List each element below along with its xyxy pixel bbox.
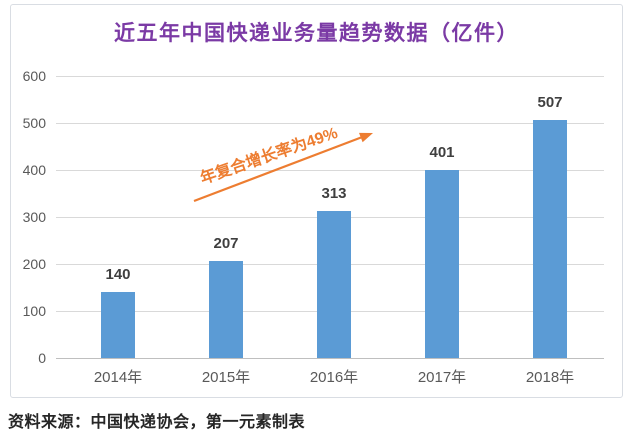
bar-2014年 (101, 292, 135, 358)
bar-2017年 (425, 169, 459, 358)
x-axis-label: 2015年 (201, 369, 251, 386)
x-axis-label: 2016年 (309, 369, 359, 386)
source-note: 资料来源：中国快递协会，第一元素制表 (8, 414, 306, 431)
x-axis-line (56, 358, 604, 359)
bar-value-label: 401 (429, 143, 455, 161)
y-axis-label: 500 (22, 115, 46, 131)
y-axis-label: 0 (38, 350, 46, 366)
chart-frame: 近五年中国快递业务量趋势数据（亿件） 0 100 200 300 400 500 600 14… (10, 4, 623, 398)
bar-value-label: 313 (321, 184, 347, 202)
bar-2018年 (533, 119, 567, 358)
y-axis-label: 600 (22, 68, 46, 84)
bar-value-label: 140 (105, 266, 131, 284)
x-axis-label: 2018年 (525, 369, 575, 386)
gridline (56, 123, 604, 124)
y-axis-label: 200 (22, 256, 46, 272)
bar-2015年 (209, 260, 243, 358)
y-axis-label: 400 (22, 162, 46, 178)
bar-value-label: 507 (537, 93, 563, 111)
bar-value-label: 207 (213, 234, 239, 252)
gridline (56, 76, 604, 77)
y-axis-label: 300 (22, 209, 46, 225)
y-axis-label: 100 (22, 303, 46, 319)
bar-2016年 (317, 210, 351, 358)
chart-title: 近五年中国快递业务量趋势数据（亿件） (114, 22, 519, 45)
gridline (56, 170, 604, 171)
x-axis-label: 2014年 (93, 369, 143, 386)
x-axis-label: 2017年 (417, 369, 467, 386)
plot-area: 0 100 200 300 400 500 600 140 2014年 207 2015年 313 20… (11, 5, 622, 397)
